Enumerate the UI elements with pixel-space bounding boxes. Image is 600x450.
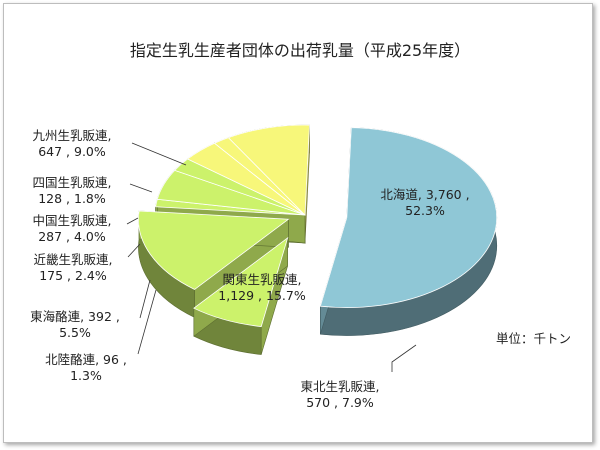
pie-slice-2 [138, 210, 290, 290]
leader-line-8 [131, 142, 187, 166]
leader-line-7 [129, 183, 153, 193]
data-label-2-line1: 関東生乳販連, [223, 272, 302, 287]
pie-slice-1 [193, 236, 289, 327]
unit-label: 単位：千トン [496, 331, 571, 346]
data-label-0-line1: 北海道, 3,760 , [380, 187, 469, 202]
data-label-2-line2: 1,129 , 15.7% [218, 288, 306, 303]
data-label-4-line1: 東海酪連, 392 , [30, 309, 120, 324]
data-label-3-line1: 北陸酪連, 96 , [45, 352, 127, 367]
data-label-3-line2: 1.3% [70, 368, 102, 383]
data-label-6-line2: 287 , 4.0% [38, 229, 106, 244]
data-label-1-line1: 東北生乳販連, [301, 379, 380, 394]
leader-line-4 [139, 279, 151, 319]
data-label-8-line1: 九州生乳販連, [33, 128, 112, 143]
pie-slice-0 [319, 127, 498, 308]
pie-slice-8 [227, 124, 310, 216]
data-label-8-line2: 647 , 9.0% [38, 144, 106, 159]
data-label-7-line2: 128 , 1.8% [38, 191, 106, 206]
data-label-5-line2: 175 , 2.4% [39, 268, 107, 283]
data-label-1-line2: 570 , 7.9% [306, 395, 374, 410]
data-label-4-line2: 5.5% [59, 325, 91, 340]
data-label-0-line2: 52.3% [405, 203, 445, 218]
leader-line-6 [126, 217, 139, 225]
chart-title: 指定生乳生産者団体の出荷乳量（平成25年度） [130, 41, 470, 60]
leader-line-3 [137, 289, 157, 355]
data-label-5-line1: 近畿生乳販連, [34, 252, 113, 267]
leader-line-1 [391, 344, 417, 372]
data-label-6-line1: 中国生乳販連, [33, 213, 112, 228]
data-label-7-line1: 四国生乳販連, [33, 175, 112, 190]
leader-line-5 [127, 243, 141, 258]
